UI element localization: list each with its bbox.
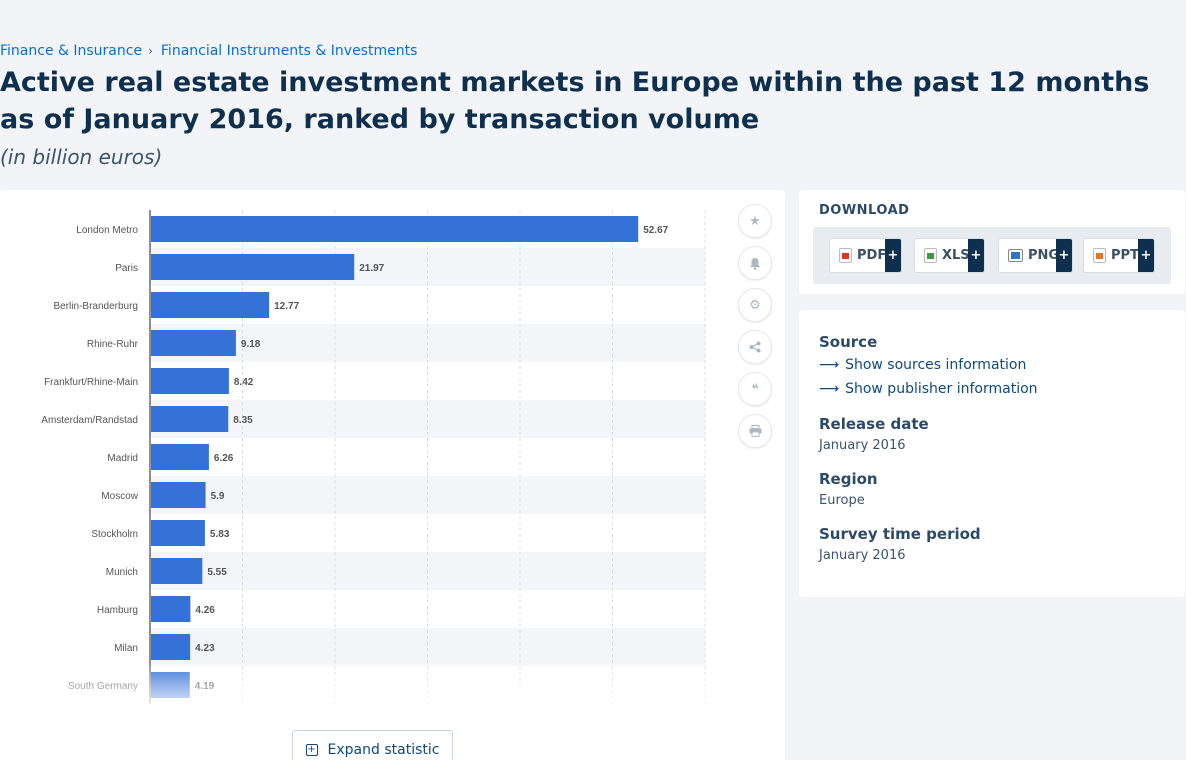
chart-fade-overlay	[0, 660, 720, 710]
category-label: Hamburg	[97, 605, 138, 616]
show-sources-label: Show sources information	[845, 357, 1027, 373]
info-card: Source ⟶ Show sources information ⟶ Show…	[799, 310, 1185, 597]
download-pdf-button[interactable]: PDF +	[829, 238, 902, 273]
page-subtitle: (in billion euros)	[0, 145, 163, 169]
chart-card: London Metro 52.67 Paris 21.97 Berlin-Brande…	[0, 190, 785, 760]
source-label: Source	[819, 333, 878, 351]
download-pdf-label: PDF	[857, 248, 887, 263]
region-label: Region	[819, 470, 878, 488]
download-ppt-label: PPT	[1111, 248, 1139, 263]
download-png-button[interactable]: PNG +	[998, 238, 1073, 273]
chart-area: London Metro 52.67 Paris 21.97 Berlin-Brande…	[0, 210, 720, 710]
value-label: 12.77	[274, 301, 299, 312]
expand-icon: +	[305, 744, 318, 756]
category-label: Madrid	[107, 453, 138, 464]
quote-icon[interactable]: ❝	[738, 372, 772, 406]
download-pdf-plus[interactable]: +	[885, 239, 901, 272]
category-label: Moscow	[101, 491, 138, 502]
download-buttons: PDF + XLS + PNG + PPT +	[813, 227, 1171, 284]
page-title: Active real estate investment markets in…	[0, 67, 1150, 135]
category-label: Amsterdam/Randstad	[41, 415, 138, 426]
survey-period-label: Survey time period	[819, 525, 981, 543]
value-label: 5.83	[210, 529, 230, 540]
bar	[151, 558, 203, 584]
breadcrumb-link-finance[interactable]: Finance & Insurance	[0, 43, 143, 59]
bar	[151, 368, 229, 394]
value-label: 21.97	[359, 263, 384, 274]
value-label: 8.35	[233, 415, 253, 426]
category-label: Berlin-Branderburg	[54, 301, 139, 312]
value-label: 8.42	[234, 377, 254, 388]
region-value: Europe	[819, 493, 865, 508]
arrow-right-icon: ⟶	[819, 381, 840, 397]
bar	[151, 520, 205, 546]
value-label: 4.23	[195, 643, 215, 654]
bar	[151, 634, 191, 660]
survey-period-value: January 2016	[819, 548, 906, 563]
download-png-plus[interactable]: +	[1056, 239, 1072, 272]
category-label: Paris	[115, 263, 138, 274]
category-label: Frankfurt/Rhine-Main	[44, 377, 138, 388]
category-label: Milan	[114, 643, 138, 654]
bell-icon[interactable]	[738, 246, 772, 280]
value-label: 5.55	[207, 567, 227, 578]
value-label: 6.26	[214, 453, 234, 464]
category-label: Munich	[106, 567, 138, 578]
share-icon[interactable]	[738, 330, 772, 364]
download-title: DOWNLOAD	[819, 203, 910, 218]
pdf-file-icon	[839, 248, 852, 263]
xls-file-icon	[924, 248, 937, 263]
chart-toolbar: ★ ⚙ ❝	[738, 204, 772, 456]
bar	[151, 444, 209, 470]
ppt-file-icon	[1093, 248, 1106, 263]
show-publisher-link[interactable]: ⟶ Show publisher information	[819, 381, 1038, 397]
release-date-label: Release date	[819, 415, 929, 433]
bar-chart: London Metro 52.67 Paris 21.97 Berlin-Brande…	[41, 210, 706, 704]
download-ppt-button[interactable]: PPT +	[1083, 238, 1155, 273]
expand-statistic-label: Expand statistic	[327, 742, 440, 758]
breadcrumb-separator: ›	[148, 44, 153, 58]
value-label: 52.67	[643, 225, 668, 236]
category-label: London Metro	[76, 225, 138, 236]
bar	[151, 254, 355, 280]
download-xls-label: XLS	[942, 248, 970, 263]
download-xls-plus[interactable]: +	[968, 239, 984, 272]
download-card: DOWNLOAD PDF + XLS + PNG + PPT +	[799, 190, 1185, 294]
bar	[151, 482, 206, 508]
row-background	[150, 628, 705, 666]
arrow-right-icon: ⟶	[819, 357, 840, 373]
gear-icon[interactable]: ⚙	[738, 288, 772, 322]
value-label: 9.18	[241, 339, 261, 350]
bar	[151, 216, 639, 242]
print-icon[interactable]	[738, 414, 772, 448]
show-publisher-label: Show publisher information	[845, 381, 1038, 397]
bar	[151, 596, 191, 622]
value-label: 5.9	[211, 491, 225, 502]
bar	[151, 330, 236, 356]
row-background	[150, 400, 705, 438]
bar	[151, 292, 270, 318]
download-xls-button[interactable]: XLS +	[914, 238, 985, 273]
category-label: Stockholm	[91, 529, 138, 540]
category-label: Rhine-Ruhr	[87, 339, 139, 350]
show-sources-link[interactable]: ⟶ Show sources information	[819, 357, 1026, 373]
png-file-icon	[1008, 249, 1023, 262]
breadcrumb-link-instruments[interactable]: Financial Instruments & Investments	[160, 43, 418, 59]
download-png-label: PNG	[1028, 248, 1060, 263]
download-ppt-plus[interactable]: +	[1138, 239, 1154, 272]
value-label: 4.26	[195, 605, 215, 616]
breadcrumb: Finance & Insurance › Financial Instrume…	[0, 43, 417, 59]
star-icon[interactable]: ★	[738, 204, 772, 238]
bar	[151, 406, 229, 432]
expand-statistic-button[interactable]: + Expand statistic	[292, 730, 453, 760]
release-date-value: January 2016	[819, 438, 906, 453]
